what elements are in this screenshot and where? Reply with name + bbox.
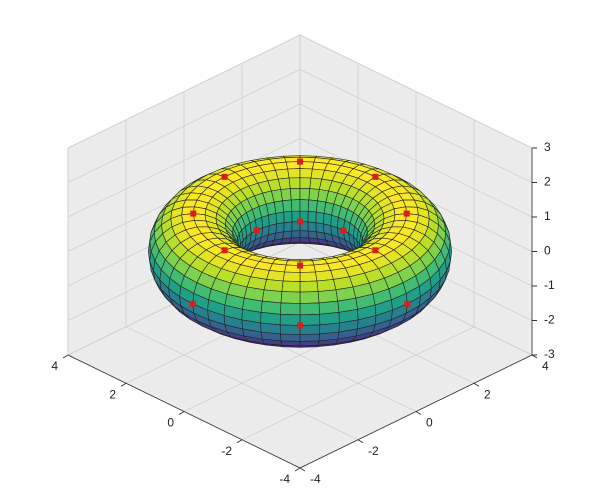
y-tick: [415, 411, 422, 415]
marker: [253, 227, 260, 234]
marker: [372, 247, 379, 254]
y-tick-label: 0: [426, 416, 433, 430]
axis-line: [67, 354, 301, 469]
axis-line: [299, 354, 533, 469]
surface-face: [315, 211, 325, 225]
y-tick-label: -4: [310, 472, 321, 486]
z-tick-label: 3: [544, 140, 551, 154]
surface-face: [261, 289, 283, 304]
x-tick-label: 0: [167, 416, 174, 430]
surface-face: [283, 221, 293, 233]
marker: [297, 218, 303, 225]
surface-face: [299, 271, 318, 282]
surface-face: [299, 187, 311, 201]
surface-face: [290, 230, 301, 239]
grid-line: [67, 69, 301, 183]
surface-face: [307, 210, 317, 223]
x-tick: [236, 439, 243, 444]
y-tick-label: 2: [484, 387, 491, 401]
grid-line: [67, 103, 301, 218]
surface-face: [268, 212, 277, 226]
surface-face: [299, 302, 320, 316]
grid-line: [125, 326, 359, 441]
marker: [372, 173, 379, 180]
surface-face: [323, 212, 332, 226]
surface-face: [281, 280, 301, 293]
x-tick: [178, 411, 185, 415]
surface-face: [288, 177, 301, 189]
marker: [221, 247, 228, 254]
z-tick-label: 0: [544, 244, 551, 258]
surface-face: [315, 222, 325, 234]
surface-face: [287, 168, 301, 179]
surface-face: [280, 333, 301, 342]
marker: [190, 210, 197, 217]
marker: [340, 227, 347, 234]
marker: [404, 300, 411, 307]
surface-face: [317, 289, 339, 304]
x-tick: [120, 382, 127, 387]
y-tick-label: -2: [368, 444, 379, 458]
x-tick: [62, 354, 69, 359]
surface-face: [289, 187, 301, 201]
grid-line: [299, 69, 533, 183]
x-tick-label: 4: [51, 359, 58, 373]
surface-face: [275, 222, 285, 234]
surface-face: [299, 230, 310, 239]
marker: [403, 210, 410, 217]
z-tick-label: -2: [544, 313, 555, 327]
z-tick-label: -1: [544, 278, 555, 292]
grid-line: [299, 103, 533, 218]
surface-face: [316, 279, 337, 292]
x-tick-label: -2: [221, 444, 232, 458]
grid-line: [299, 34, 533, 149]
marker: [189, 300, 196, 307]
surface-face: [299, 291, 320, 304]
surface-face: [299, 280, 319, 293]
surface-face: [282, 271, 301, 282]
x-tick-label: 2: [109, 387, 116, 401]
surface-face: [299, 177, 312, 189]
surface-face: [260, 300, 282, 315]
z-tick-label: 1: [544, 209, 551, 223]
marker: [297, 322, 303, 329]
surface-face: [290, 199, 301, 212]
surface-face: [299, 199, 310, 212]
y-tick: [473, 382, 480, 387]
surface-face: [299, 168, 313, 179]
surface-face: [318, 300, 340, 315]
x-tick-label: -4: [279, 472, 290, 486]
y-tick-label: 4: [542, 359, 549, 373]
y-tick: [299, 467, 306, 472]
surface-face: [289, 237, 301, 243]
surface-face: [275, 211, 285, 225]
grid-line: [67, 34, 301, 149]
z-tick-label: 2: [544, 175, 551, 189]
surface-face: [307, 221, 317, 233]
surface-face: [307, 199, 318, 213]
marker: [297, 158, 303, 165]
marker: [297, 262, 303, 269]
surface-face: [283, 210, 293, 223]
y-tick: [357, 439, 364, 444]
surface-face: [280, 291, 301, 304]
surface-face: [299, 333, 320, 342]
marker: [221, 173, 228, 180]
surface-face: [280, 302, 301, 316]
surface-face: [263, 279, 284, 292]
surface-face: [282, 199, 293, 213]
z-tick-label: -3: [544, 347, 555, 361]
x-tick: [294, 467, 301, 472]
surface-face: [299, 237, 311, 243]
